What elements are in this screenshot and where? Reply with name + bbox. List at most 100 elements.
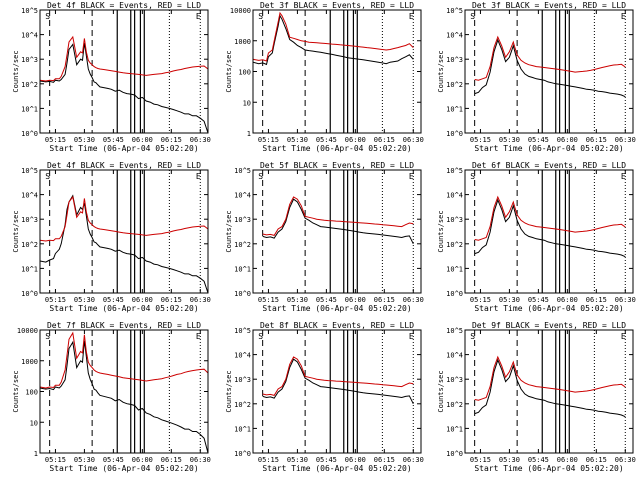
x-tick-label: 05:15 xyxy=(45,456,66,464)
x-tick-label: 05:45 xyxy=(103,136,124,144)
series-lld-line xyxy=(262,196,414,236)
x-tick-label: 05:30 xyxy=(287,296,308,304)
x-tick-label: 06:00 xyxy=(132,296,153,304)
x-tick-label: 06:30 xyxy=(403,136,424,144)
y-tick-label: 10^0 xyxy=(21,290,38,298)
y-tick-label: 10^1 xyxy=(21,265,38,273)
series-events-line xyxy=(39,194,209,294)
x-tick-label: 05:45 xyxy=(316,136,337,144)
y-tick-label: 10^0 xyxy=(446,450,463,458)
x-tick-label: 05:45 xyxy=(528,296,549,304)
y-tick-label: 10^2 xyxy=(446,241,463,249)
series-events-line xyxy=(262,358,414,405)
panel: Det 4f BLACK = Events, RED = LLD 10^0 10^1… xyxy=(12,161,211,313)
y-tick-label: 1000 xyxy=(234,38,251,46)
annotation-label: S xyxy=(45,332,50,341)
x-tick-label: 06:30 xyxy=(190,296,211,304)
annotation-label: E xyxy=(621,172,626,181)
y-tick-label: 10^0 xyxy=(446,290,463,298)
y-tick-label: 1 xyxy=(247,130,251,138)
plot-frame xyxy=(252,9,422,134)
y-tick-label: 10 xyxy=(30,419,38,427)
y-tick-label: 10^1 xyxy=(234,425,251,433)
x-tick-label: 06:15 xyxy=(586,296,607,304)
x-axis-label: Start Time (06-Apr-04 05:02:20) xyxy=(474,144,623,153)
y-tick-label: 10 xyxy=(243,99,251,107)
x-tick-label: 06:00 xyxy=(345,136,366,144)
panel-title: Det 3f BLACK = Events, RED = LLD xyxy=(260,1,414,10)
x-axis-label: Start Time (06-Apr-04 05:02:20) xyxy=(49,464,198,473)
annotation-label: E xyxy=(621,12,626,21)
y-tick-label: 10^0 xyxy=(234,290,251,298)
y-tick-label: 10^2 xyxy=(446,401,463,409)
y-tick-label: 10^5 xyxy=(234,167,251,175)
panel-title: Det 4f BLACK = Events, RED = LLD xyxy=(47,161,201,170)
x-tick-label: 05:30 xyxy=(287,456,308,464)
panel: Det 3f BLACK = Events, RED = LLD 10^0 10^1… xyxy=(437,1,636,153)
x-axis-label: Start Time (06-Apr-04 05:02:20) xyxy=(262,464,411,473)
y-tick-label: 10^3 xyxy=(446,376,463,384)
x-tick-label: 05:30 xyxy=(74,456,95,464)
x-tick-label: 06:00 xyxy=(557,136,578,144)
x-tick-label: 05:15 xyxy=(258,456,279,464)
y-tick-label: 10^5 xyxy=(21,7,38,15)
y-tick-label: 10^3 xyxy=(234,216,251,224)
y-axis-label: Counts/sec xyxy=(437,210,445,252)
x-tick-label: 06:00 xyxy=(132,136,153,144)
panel-title: Det 4f BLACK = Events, RED = LLD xyxy=(47,1,201,10)
y-axis-label: Counts/sec xyxy=(12,370,20,412)
x-tick-label: 06:00 xyxy=(132,456,153,464)
x-tick-label: 05:30 xyxy=(74,136,95,144)
x-axis-label: Start Time (06-Apr-04 05:02:20) xyxy=(474,304,623,313)
y-tick-label: 10^2 xyxy=(234,401,251,409)
annotation-label: S xyxy=(258,12,263,21)
y-axis-label: Counts/sec xyxy=(225,50,233,92)
y-tick-label: 10^0 xyxy=(21,130,38,138)
y-tick-label: 100 xyxy=(25,389,38,397)
panel-title: Det 7f BLACK = Events, RED = LLD xyxy=(47,321,201,330)
y-tick-label: 10^1 xyxy=(446,425,463,433)
y-tick-label: 10^1 xyxy=(446,105,463,113)
y-tick-label: 10^4 xyxy=(21,32,38,40)
y-tick-label: 10^2 xyxy=(234,241,251,249)
y-tick-label: 10000 xyxy=(17,327,38,335)
x-tick-label: 05:45 xyxy=(528,456,549,464)
y-tick-label: 10^3 xyxy=(21,216,38,224)
series-lld-line xyxy=(474,195,626,241)
series-lld-line xyxy=(39,331,209,389)
annotation-label: E xyxy=(196,12,201,21)
y-tick-label: 10^1 xyxy=(234,265,251,273)
panel: Det 3f BLACK = Events, RED = LLD 1 10 100 10… xyxy=(225,1,424,153)
y-tick-label: 10^1 xyxy=(21,105,38,113)
x-tick-label: 06:15 xyxy=(161,136,182,144)
y-tick-label: 10^2 xyxy=(21,241,38,249)
annotation-label: S xyxy=(258,332,263,341)
annotation-label: E xyxy=(409,12,414,21)
y-axis-label: Counts/sec xyxy=(12,210,20,252)
x-axis-label: Start Time (06-Apr-04 05:02:20) xyxy=(474,464,623,473)
series-events-line xyxy=(39,340,209,454)
plot-frame xyxy=(39,9,209,134)
x-tick-label: 05:45 xyxy=(316,456,337,464)
series-lld-line xyxy=(474,355,626,401)
y-tick-label: 10^0 xyxy=(234,450,251,458)
x-tick-label: 06:15 xyxy=(374,296,395,304)
annotation-label: S xyxy=(258,172,263,181)
y-tick-label: 10^4 xyxy=(446,32,463,40)
x-axis-label: Start Time (06-Apr-04 05:02:20) xyxy=(49,144,198,153)
y-axis-label: Counts/sec xyxy=(225,210,233,252)
x-axis-label: Start Time (06-Apr-04 05:02:20) xyxy=(262,304,411,313)
y-axis-label: Counts/sec xyxy=(12,50,20,92)
y-axis-label: Counts/sec xyxy=(437,370,445,412)
x-tick-label: 06:00 xyxy=(345,456,366,464)
series-events-line xyxy=(474,38,626,98)
y-tick-label: 10^5 xyxy=(234,327,251,335)
x-tick-label: 06:30 xyxy=(615,296,636,304)
panel: Det 6f BLACK = Events, RED = LLD 10^0 10^1… xyxy=(437,161,636,313)
x-tick-label: 06:00 xyxy=(557,296,578,304)
y-tick-label: 10^5 xyxy=(446,327,463,335)
series-lld-line xyxy=(474,35,626,81)
x-tick-label: 05:30 xyxy=(499,456,520,464)
y-tick-label: 1000 xyxy=(21,358,38,366)
